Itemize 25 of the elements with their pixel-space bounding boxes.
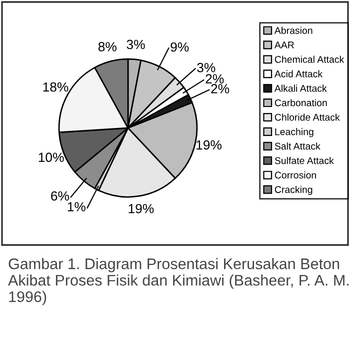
legend-label: Sulfate Attack xyxy=(274,156,334,164)
data-label: 3% xyxy=(126,40,145,50)
data-label: 3% xyxy=(197,62,216,72)
legend-label: Salt Attack xyxy=(274,142,320,150)
legend-label: Corrosion xyxy=(274,171,316,179)
data-label: 19% xyxy=(196,140,222,150)
legend-label: Leaching xyxy=(275,128,314,138)
data-label: 8% xyxy=(98,42,116,52)
legend-label: AAR xyxy=(274,42,294,48)
data-label: 6% xyxy=(51,191,70,201)
legend-label: Carbonation xyxy=(274,99,327,106)
legend-label: Acid Attack xyxy=(274,70,323,78)
data-label: 10% xyxy=(38,152,64,162)
legend-label: Abrasion xyxy=(274,26,312,34)
data-label: 2% xyxy=(206,74,224,84)
legend-label: Chloride Attack xyxy=(274,114,340,121)
legend-label: Cracking xyxy=(274,186,312,195)
legend-label: Chemical Attack xyxy=(274,56,344,63)
data-label: 9% xyxy=(170,42,189,52)
data-label: 1% xyxy=(68,202,86,212)
data-label: 2% xyxy=(211,84,230,94)
legend-label: Alkali Attack xyxy=(274,84,327,92)
data-label: 18% xyxy=(43,82,68,92)
text: Gambar 1. Diagram Prosentasi Kerusakan Beton Akibat Proses Fisik dan Kimiawi (Basheer, P. A. M. 1996) xyxy=(8,258,349,306)
data-label: 19% xyxy=(128,204,154,214)
